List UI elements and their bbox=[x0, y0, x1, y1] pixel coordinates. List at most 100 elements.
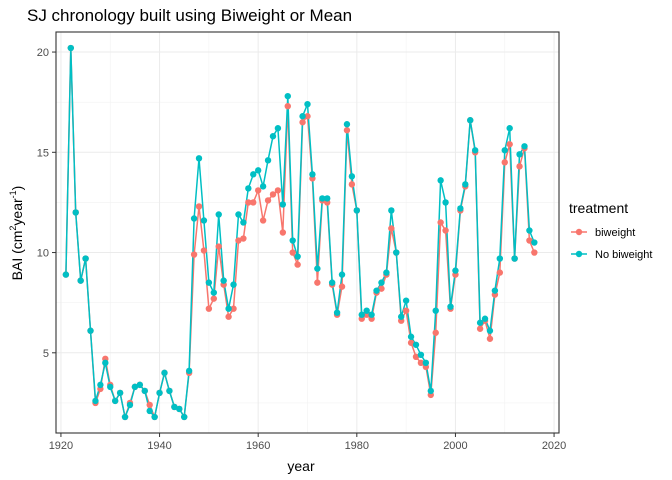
data-point-no-biweight bbox=[343, 121, 351, 128]
data-point-no-biweight bbox=[289, 237, 296, 244]
data-point-no-biweight bbox=[457, 205, 464, 212]
data-point-no-biweight bbox=[353, 207, 361, 214]
data-point-no-biweight bbox=[328, 279, 336, 286]
data-point-biweight bbox=[526, 237, 533, 244]
data-point-no-biweight bbox=[476, 319, 484, 326]
data-point-no-biweight bbox=[531, 239, 538, 246]
data-point-no-biweight bbox=[136, 381, 144, 389]
data-point-no-biweight bbox=[195, 155, 203, 162]
data-point-no-biweight bbox=[437, 177, 444, 184]
data-point-biweight bbox=[501, 159, 508, 166]
data-point-no-biweight bbox=[225, 305, 232, 312]
data-point-biweight bbox=[496, 269, 504, 276]
chart-title: SJ chronology built using Biweight or Me… bbox=[27, 6, 352, 25]
data-point-biweight bbox=[299, 119, 306, 126]
data-point-no-biweight bbox=[526, 227, 533, 234]
data-point-no-biweight bbox=[220, 277, 227, 284]
data-point-biweight bbox=[388, 225, 395, 232]
data-point-biweight bbox=[254, 187, 262, 194]
data-point-no-biweight bbox=[338, 271, 346, 278]
data-point-biweight bbox=[402, 307, 410, 314]
data-point-no-biweight bbox=[146, 407, 153, 415]
y-axis-title-sup2: -1 bbox=[8, 190, 18, 198]
data-point-biweight bbox=[304, 113, 311, 120]
y-axis-title-main: BAI (cm bbox=[9, 231, 25, 281]
data-point-biweight bbox=[294, 261, 301, 268]
data-point-no-biweight bbox=[269, 133, 277, 140]
data-point-no-biweight bbox=[166, 387, 173, 395]
data-point-biweight bbox=[378, 285, 385, 292]
x-tick-label: 2000 bbox=[443, 440, 467, 452]
legend-title: treatment bbox=[569, 200, 628, 216]
data-point-no-biweight bbox=[467, 117, 474, 124]
data-point-no-biweight bbox=[111, 397, 119, 405]
data-point-no-biweight bbox=[427, 387, 434, 395]
data-point-no-biweight bbox=[121, 413, 129, 421]
data-point-biweight bbox=[437, 219, 444, 226]
data-point-biweight bbox=[289, 249, 296, 256]
data-point-no-biweight bbox=[422, 359, 430, 367]
data-point-no-biweight bbox=[363, 307, 370, 314]
data-point-no-biweight bbox=[407, 333, 415, 340]
data-point-no-biweight bbox=[412, 341, 420, 348]
data-point-no-biweight bbox=[383, 269, 390, 276]
data-point-no-biweight bbox=[348, 173, 356, 180]
data-point-biweight bbox=[314, 279, 321, 286]
data-point-no-biweight bbox=[358, 311, 365, 318]
data-point-no-biweight bbox=[97, 381, 104, 389]
data-point-no-biweight bbox=[176, 405, 183, 413]
data-point-no-biweight bbox=[235, 211, 242, 218]
data-point-no-biweight bbox=[141, 387, 148, 395]
data-point-no-biweight bbox=[516, 151, 523, 158]
plot-border bbox=[55, 31, 560, 434]
data-point-biweight bbox=[240, 235, 247, 242]
data-point-biweight bbox=[407, 339, 415, 346]
data-point-biweight bbox=[230, 305, 237, 312]
data-point-biweight bbox=[432, 329, 439, 336]
data-point-biweight bbox=[245, 199, 252, 206]
legend-item-biweight: biweight bbox=[571, 227, 635, 239]
data-point-biweight bbox=[531, 249, 538, 256]
series-points bbox=[62, 44, 538, 421]
x-tick-label: 1960 bbox=[246, 440, 270, 452]
data-point-biweight bbox=[269, 191, 277, 198]
data-point-no-biweight bbox=[314, 265, 321, 272]
data-point-biweight bbox=[205, 305, 213, 312]
x-tick-label: 1980 bbox=[345, 440, 369, 452]
data-point-no-biweight bbox=[299, 113, 306, 120]
data-point-no-biweight bbox=[496, 255, 504, 262]
data-point-no-biweight bbox=[388, 207, 395, 214]
data-point-biweight bbox=[412, 353, 420, 361]
data-point-biweight bbox=[506, 141, 513, 148]
data-point-no-biweight bbox=[92, 397, 99, 405]
data-point-no-biweight bbox=[131, 383, 139, 391]
data-point-biweight bbox=[442, 227, 449, 234]
data-point-no-biweight bbox=[254, 167, 262, 174]
data-point-no-biweight bbox=[417, 351, 425, 359]
data-point-no-biweight bbox=[156, 389, 163, 397]
data-point-biweight bbox=[215, 243, 222, 250]
data-point-no-biweight bbox=[126, 401, 134, 409]
data-point-no-biweight bbox=[107, 383, 114, 391]
data-point-no-biweight bbox=[67, 44, 74, 52]
legend-label-no-biweight: No biweight bbox=[595, 249, 652, 261]
data-point-no-biweight bbox=[471, 147, 479, 154]
data-point-biweight bbox=[348, 181, 356, 188]
data-point-no-biweight bbox=[511, 255, 518, 262]
data-point-no-biweight bbox=[373, 287, 380, 294]
x-axis-title: year bbox=[287, 458, 315, 474]
data-point-no-biweight bbox=[250, 171, 257, 178]
data-point-no-biweight bbox=[181, 413, 188, 421]
data-point-no-biweight bbox=[102, 359, 109, 367]
data-point-biweight bbox=[516, 163, 523, 170]
y-tick-label: 15 bbox=[37, 147, 49, 159]
legend-key-point-biweight bbox=[575, 228, 583, 236]
data-point-no-biweight bbox=[333, 309, 341, 316]
data-point-no-biweight bbox=[161, 369, 168, 377]
data-point-no-biweight bbox=[501, 147, 508, 154]
data-point-biweight bbox=[338, 283, 346, 290]
data-point-no-biweight bbox=[432, 307, 439, 314]
data-point-no-biweight bbox=[481, 315, 489, 322]
data-point-biweight bbox=[250, 199, 257, 206]
